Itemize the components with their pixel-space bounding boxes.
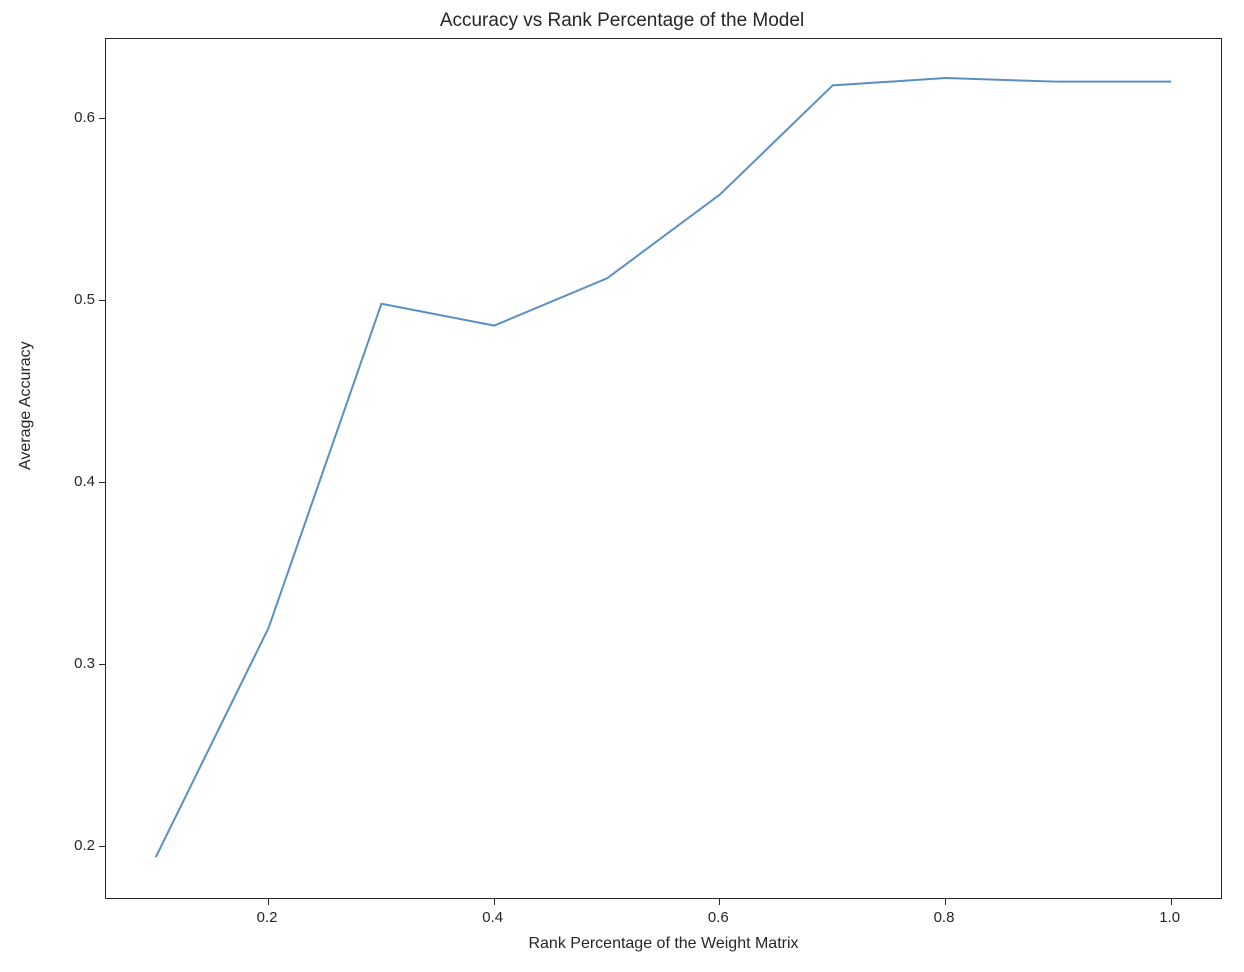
x-axis-label: Rank Percentage of the Weight Matrix <box>528 935 798 953</box>
x-tick-mark <box>268 899 269 905</box>
x-tick-label: 0.2 <box>257 909 278 926</box>
y-tick-label: 0.2 <box>74 837 95 854</box>
x-tick-label: 1.0 <box>1159 909 1180 926</box>
y-tick-mark <box>99 118 105 119</box>
x-tick-label: 0.6 <box>708 909 729 926</box>
y-tick-mark <box>99 664 105 665</box>
y-tick-mark <box>99 846 105 847</box>
data-line <box>156 78 1171 857</box>
x-tick-label: 0.4 <box>482 909 503 926</box>
x-tick-mark <box>1171 899 1172 905</box>
y-tick-mark <box>99 482 105 483</box>
chart-container: Accuracy vs Rank Percentage of the Model… <box>0 0 1244 972</box>
x-tick-mark <box>719 899 720 905</box>
y-tick-label: 0.6 <box>74 109 95 126</box>
line-series <box>0 0 1244 972</box>
x-tick-mark <box>945 899 946 905</box>
y-tick-label: 0.4 <box>74 473 95 490</box>
x-tick-label: 0.8 <box>934 909 955 926</box>
x-tick-mark <box>494 899 495 905</box>
y-tick-label: 0.3 <box>74 655 95 672</box>
y-tick-mark <box>99 300 105 301</box>
y-tick-label: 0.5 <box>74 291 95 308</box>
